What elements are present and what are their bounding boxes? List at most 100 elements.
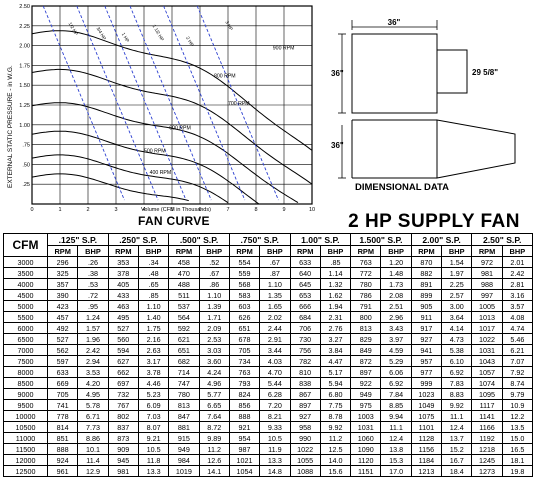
x-tick-label: 4 xyxy=(142,207,145,213)
rpm-cell: 981 xyxy=(471,267,503,279)
bhp-cell: 3.84 xyxy=(319,344,352,356)
rpm-cell: 756 xyxy=(289,344,321,356)
table-row: 11000 851 8.86 873 9.21 915 9.89 954 10.5 990 11.2… xyxy=(3,432,534,444)
rpm-cell: 651 xyxy=(168,344,200,356)
rpm-cell: 945 xyxy=(107,454,139,466)
rpm-cell: 714 xyxy=(168,366,200,378)
chart-curves xyxy=(31,5,313,205)
bhp-cell: 2.42 xyxy=(77,344,109,356)
bhp-cell: 11.8 xyxy=(137,454,170,466)
rpm-cell: 666 xyxy=(289,300,321,312)
rpm-cell: 958 xyxy=(289,421,321,433)
bhp-cell: 1.24 xyxy=(77,311,109,323)
bhp-cell: 2.91 xyxy=(259,333,291,345)
bhp-cell: 2.08 xyxy=(380,289,412,301)
cfm-cell: 12000 xyxy=(3,454,48,466)
y-tick-label: .25 xyxy=(22,182,30,188)
table-row: 9000 705 4.95 732 5.23 780 5.77 824 6.28 867 6.80 9… xyxy=(3,388,534,400)
rpm-cell: 1141 xyxy=(471,410,503,422)
y-tick-label: .50 xyxy=(22,162,30,168)
rpm-cell: 1095 xyxy=(471,388,503,400)
bhp-cell: 3.60 xyxy=(198,355,230,367)
bhp-cell: .86 xyxy=(198,278,230,290)
bhp-cell: 1.20 xyxy=(380,256,412,268)
bhp-cell: 1.14 xyxy=(319,267,352,279)
rpm-curve xyxy=(31,173,189,202)
rpm-cell: 997 xyxy=(471,289,503,301)
rpm-curve xyxy=(31,68,313,185)
y-tick-label: 2.25 xyxy=(19,24,30,30)
bhp-cell: 3.44 xyxy=(259,344,291,356)
cfm-cell: 11500 xyxy=(3,443,48,455)
rpm-cell: 949 xyxy=(350,388,382,400)
rpm-cell: 829 xyxy=(350,333,382,345)
rpm-cell: 1057 xyxy=(471,366,503,378)
rpm-subheader: RPM xyxy=(107,245,139,257)
sp-header: 1.00" S.P. xyxy=(289,233,352,246)
rpm-cell: 961 xyxy=(46,465,79,477)
rpm-cell: 780 xyxy=(168,388,200,400)
rpm-cell: 949 xyxy=(168,443,200,455)
rpm-cell: 800 xyxy=(350,311,382,323)
cfm-cell: 7500 xyxy=(3,355,48,367)
bhp-cell: 17.0 xyxy=(380,465,412,477)
rpm-cell: 378 xyxy=(107,267,139,279)
rpm-cell: 1074 xyxy=(471,377,503,389)
rpm-curve xyxy=(31,102,299,204)
cfm-cell: 7000 xyxy=(3,344,48,356)
bhp-subheader: BHP xyxy=(137,245,170,257)
rpm-cell: 922 xyxy=(350,377,382,389)
hp-label: 1 1/2 HP xyxy=(152,24,165,42)
rpm-cell: 651 xyxy=(228,322,261,334)
bhp-cell: 8.78 xyxy=(319,410,352,422)
rpm-cell: 988 xyxy=(471,278,503,290)
sp-header: 2.00" S.P. xyxy=(410,233,473,246)
hp-label: 1 HP xyxy=(121,32,130,43)
bhp-cell: 8.72 xyxy=(198,421,230,433)
bhp-cell: 4.96 xyxy=(198,377,230,389)
bhp-cell: 7.75 xyxy=(319,399,352,411)
rpm-cell: 734 xyxy=(228,355,261,367)
rpm-curve xyxy=(31,130,260,205)
y-tick-label: 1.75 xyxy=(19,63,30,69)
rpm-cell: 851 xyxy=(46,432,79,444)
rpm-cell: 669 xyxy=(46,377,79,389)
bhp-cell: 3.27 xyxy=(319,333,352,345)
bhp-cell: 11.1 xyxy=(380,421,412,433)
x-tick-label: 0 xyxy=(30,207,33,213)
bhp-cell: 5.94 xyxy=(319,377,352,389)
bhp-cell: 1.40 xyxy=(137,311,170,323)
bhp-cell: 4.95 xyxy=(77,388,109,400)
bhp-cell: 4.73 xyxy=(441,333,473,345)
bhp-cell: 11.9 xyxy=(259,443,291,455)
bhp-cell: 4.74 xyxy=(501,322,534,334)
rpm-cell: 1117 xyxy=(471,399,503,411)
bhp-subheader: BHP xyxy=(319,245,352,257)
rpm-cell: 899 xyxy=(410,289,443,301)
table-row: 3500 325.38 378.48 470.67 559.87 640 1.14 772 1.… xyxy=(3,267,534,279)
bhp-cell: 2.81 xyxy=(501,278,534,290)
rpm-cell: 470 xyxy=(168,267,200,279)
y-tick-label: 2.00 xyxy=(19,44,30,50)
bhp-cell: 1.97 xyxy=(441,267,473,279)
bhp-cell: 8.21 xyxy=(259,410,291,422)
rpm-cell: 897 xyxy=(289,399,321,411)
table-row: 11500 888 10.1 909 10.5 949 11.2 987 11.9 1022 12.… xyxy=(3,443,534,455)
fan-curve-chart: 2.50 2.25 2.00 1.75 1.50 1.25 1.00 .75 .50 .25 0 1… xyxy=(7,4,315,213)
rpm-cell: 1054 xyxy=(228,465,261,477)
dimensional-diagram: 36" 36" 29 5/8" 36" DIMENSIONAL DATA xyxy=(331,18,516,193)
rpm-cell: 597 xyxy=(46,355,79,367)
bhp-cell: 7.84 xyxy=(380,388,412,400)
cfm-cell: 4000 xyxy=(3,278,48,290)
rpm-cell: 881 xyxy=(168,421,200,433)
bhp-cell: 14.0 xyxy=(319,454,352,466)
x-tick-label: 1 xyxy=(58,207,61,213)
rpm-cell: 849 xyxy=(350,344,382,356)
rpm-cell: 1120 xyxy=(350,454,382,466)
rpm-cell: 911 xyxy=(410,311,443,323)
y-tick-label: 1.25 xyxy=(19,103,30,109)
bhp-cell: 2.25 xyxy=(441,278,473,290)
rpm-cell: 1192 xyxy=(471,432,503,444)
table-row: 7500 597 2.94 627 3.17 682 3.60 734 4.03 782 4.47 8… xyxy=(3,355,534,367)
rpm-cell: 562 xyxy=(46,344,79,356)
